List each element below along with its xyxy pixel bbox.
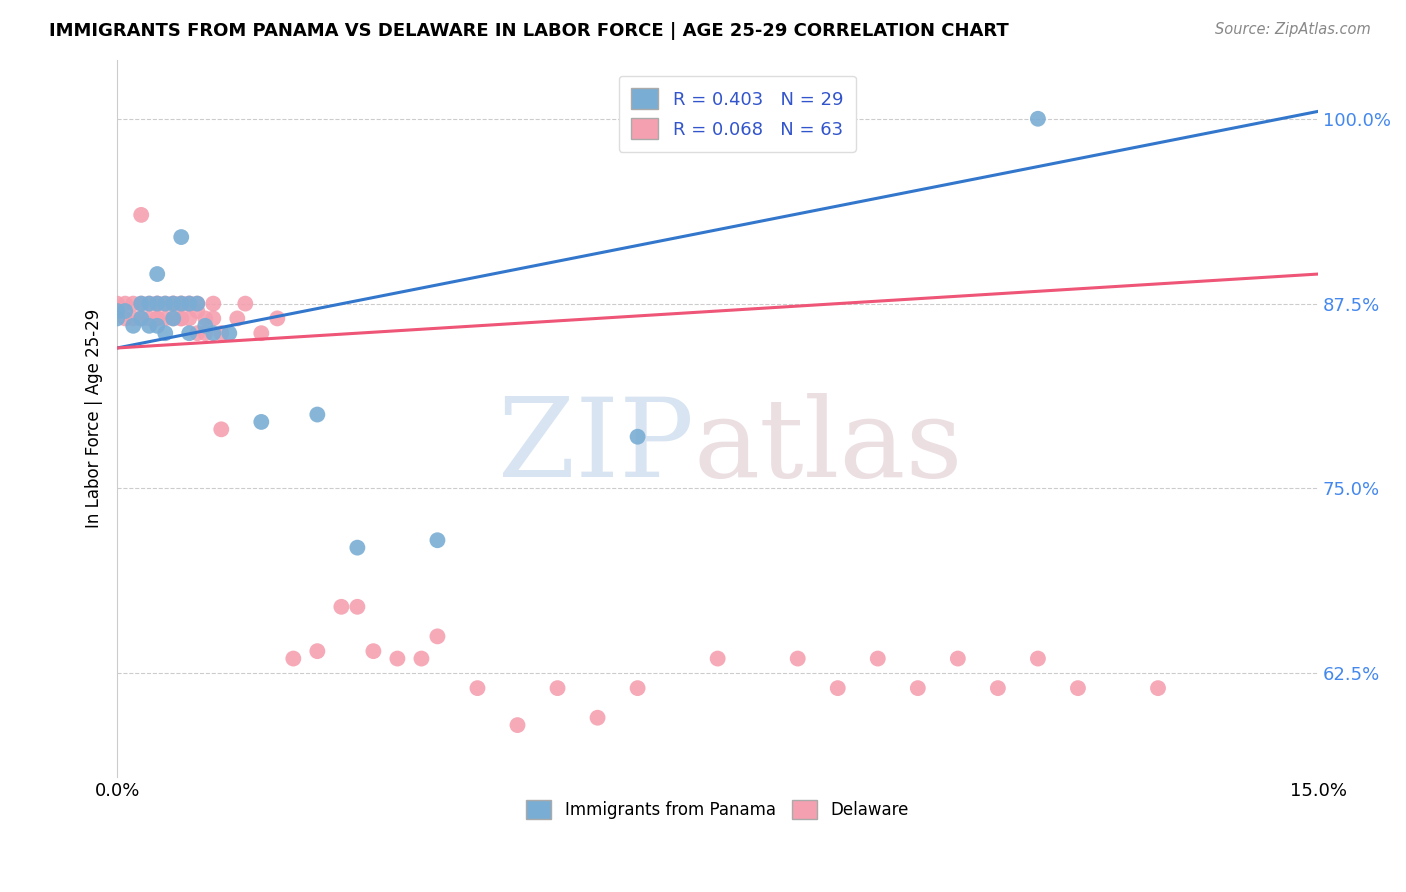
Point xyxy=(827,681,849,695)
Point xyxy=(162,311,184,326)
Point xyxy=(411,651,433,665)
Point xyxy=(105,296,128,310)
Point xyxy=(186,304,208,318)
Point xyxy=(426,629,449,643)
Point xyxy=(233,296,256,310)
Point xyxy=(129,296,152,310)
Point xyxy=(146,296,169,310)
Point xyxy=(105,304,128,318)
Point xyxy=(626,681,648,695)
Point xyxy=(170,230,193,244)
Point xyxy=(202,326,225,341)
Point xyxy=(138,296,160,310)
Point xyxy=(194,326,217,341)
Point xyxy=(226,311,249,326)
Point xyxy=(186,296,208,310)
Point xyxy=(146,318,169,333)
Point xyxy=(122,311,145,326)
Point xyxy=(114,311,136,326)
Point xyxy=(105,311,128,326)
Point xyxy=(129,208,152,222)
Point xyxy=(162,296,184,310)
Point xyxy=(209,326,232,341)
Point xyxy=(155,296,177,310)
Point xyxy=(987,681,1010,695)
Point xyxy=(179,326,201,341)
Text: Source: ZipAtlas.com: Source: ZipAtlas.com xyxy=(1215,22,1371,37)
Point xyxy=(129,311,152,326)
Point xyxy=(170,296,193,310)
Y-axis label: In Labor Force | Age 25-29: In Labor Force | Age 25-29 xyxy=(86,309,103,528)
Point xyxy=(114,304,136,318)
Point xyxy=(363,644,385,658)
Point xyxy=(179,296,201,310)
Point xyxy=(266,311,288,326)
Point xyxy=(218,326,240,341)
Point xyxy=(105,304,128,318)
Point xyxy=(626,430,648,444)
Point xyxy=(506,718,529,732)
Point xyxy=(202,311,225,326)
Point xyxy=(426,533,449,548)
Point xyxy=(122,318,145,333)
Point xyxy=(162,311,184,326)
Point xyxy=(162,296,184,310)
Point xyxy=(146,311,169,326)
Point xyxy=(138,296,160,310)
Point xyxy=(194,318,217,333)
Point xyxy=(146,267,169,281)
Point xyxy=(387,651,409,665)
Text: IMMIGRANTS FROM PANAMA VS DELAWARE IN LABOR FORCE | AGE 25-29 CORRELATION CHART: IMMIGRANTS FROM PANAMA VS DELAWARE IN LA… xyxy=(49,22,1010,40)
Point xyxy=(170,296,193,310)
Point xyxy=(346,541,368,555)
Point xyxy=(155,296,177,310)
Point xyxy=(162,296,184,310)
Point xyxy=(346,599,368,614)
Point xyxy=(138,311,160,326)
Point xyxy=(170,311,193,326)
Point xyxy=(186,296,208,310)
Point xyxy=(1147,681,1170,695)
Point xyxy=(179,311,201,326)
Point xyxy=(907,681,929,695)
Point xyxy=(114,296,136,310)
Legend: Immigrants from Panama, Delaware: Immigrants from Panama, Delaware xyxy=(520,793,915,826)
Point xyxy=(146,311,169,326)
Point xyxy=(250,326,273,341)
Point xyxy=(179,296,201,310)
Point xyxy=(194,311,217,326)
Text: atlas: atlas xyxy=(693,393,963,500)
Point xyxy=(786,651,808,665)
Point xyxy=(138,318,160,333)
Point xyxy=(307,644,329,658)
Point xyxy=(586,711,609,725)
Point xyxy=(179,296,201,310)
Point xyxy=(1026,112,1049,126)
Point xyxy=(146,296,169,310)
Point xyxy=(307,408,329,422)
Point xyxy=(122,296,145,310)
Point xyxy=(706,651,728,665)
Point xyxy=(547,681,569,695)
Point xyxy=(186,326,208,341)
Point xyxy=(209,422,232,436)
Text: ZIP: ZIP xyxy=(498,393,693,500)
Point xyxy=(946,651,969,665)
Point xyxy=(1067,681,1090,695)
Point xyxy=(155,326,177,341)
Point xyxy=(129,311,152,326)
Point xyxy=(866,651,889,665)
Point xyxy=(146,296,169,310)
Point xyxy=(129,296,152,310)
Point xyxy=(330,599,353,614)
Point xyxy=(170,311,193,326)
Point xyxy=(170,296,193,310)
Point xyxy=(1026,651,1049,665)
Point xyxy=(202,296,225,310)
Point xyxy=(250,415,273,429)
Point xyxy=(283,651,305,665)
Point xyxy=(155,311,177,326)
Point xyxy=(467,681,489,695)
